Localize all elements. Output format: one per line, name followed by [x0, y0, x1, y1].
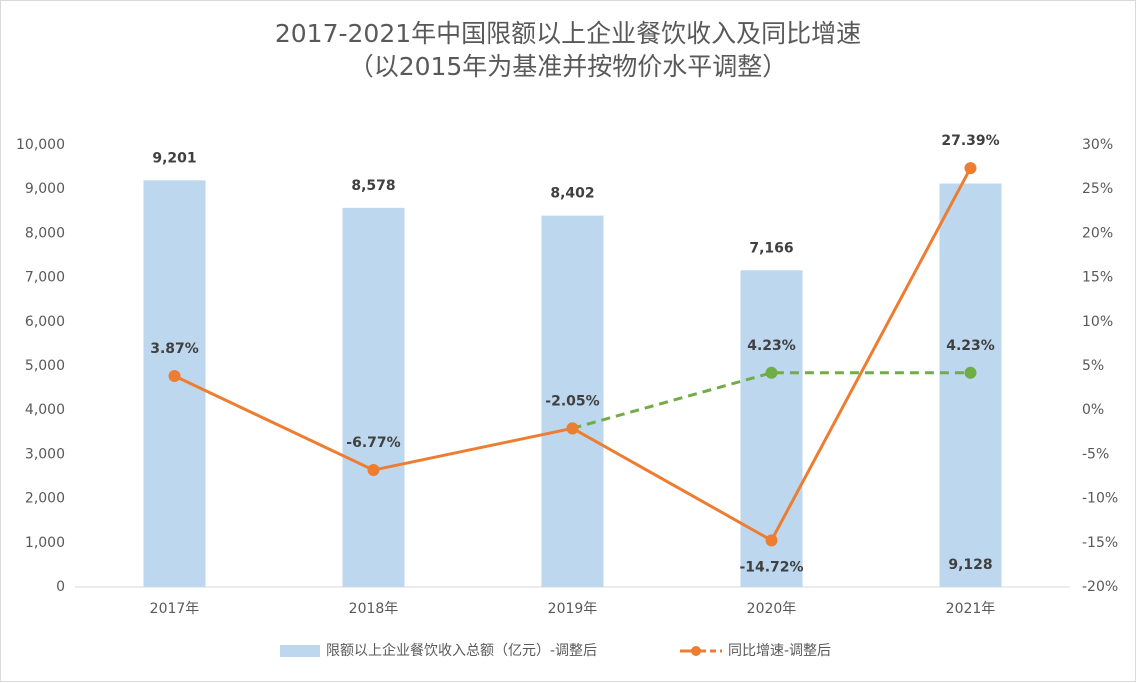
y2-tick-label: 10% — [1082, 314, 1113, 330]
x-tick-label: 2017年 — [150, 601, 200, 617]
point — [367, 464, 380, 477]
y-tick-label: 3,000 — [25, 446, 65, 462]
chart-title: 2017-2021年中国限额以上企业餐饮收入及同比增速 — [275, 19, 861, 48]
line-label: -6.77% — [346, 435, 400, 451]
point — [566, 422, 579, 435]
y-tick-label: 2,000 — [25, 491, 65, 507]
chart-subtitle: （以2015年为基准并按物价水平调整） — [349, 52, 788, 81]
y-tick-label: 10,000 — [16, 137, 65, 153]
bar — [143, 180, 206, 587]
y-tick-label: 7,000 — [25, 270, 65, 286]
y2-tick-label: 5% — [1082, 358, 1104, 374]
legend-label: 限额以上企业餐饮收入总额（亿元）-调整后 — [326, 642, 597, 659]
bar — [342, 207, 405, 587]
bar — [939, 183, 1002, 587]
y-tick-label: 4,000 — [25, 402, 65, 418]
line — [572, 371, 971, 430]
y-tick-label: 5,000 — [25, 358, 65, 374]
bar-label: 9,201 — [152, 150, 196, 166]
line-label: -14.72% — [739, 559, 803, 575]
x-tick-label: 2018年 — [349, 601, 399, 617]
y-tick-label: 6,000 — [25, 314, 65, 330]
y2-tick-label: 15% — [1082, 270, 1113, 286]
legend-label: 同比增速-调整后 — [728, 643, 831, 659]
x-tick-label: 2021年 — [946, 601, 996, 617]
y-tick-label: 8,000 — [25, 225, 65, 241]
y2-tick-label: 0% — [1082, 402, 1104, 418]
y-tick-label: 9,000 — [25, 181, 65, 197]
bar — [740, 270, 803, 587]
y2-tick-label: -10% — [1082, 491, 1118, 507]
line-label: 27.39% — [941, 133, 999, 149]
y-tick-label: 0 — [56, 579, 65, 595]
y2-tick-label: 30% — [1082, 137, 1113, 153]
point — [168, 369, 181, 382]
point — [964, 366, 977, 379]
y2-tick-label: 20% — [1082, 225, 1113, 241]
y2-tick-label: 25% — [1082, 181, 1113, 197]
x-tick-label: 2019年 — [548, 601, 598, 617]
bar — [541, 215, 604, 588]
point — [765, 366, 778, 379]
bar-label: 7,166 — [749, 240, 793, 256]
bar-label: 8,402 — [550, 186, 594, 202]
line-label: 4.23% — [747, 338, 796, 354]
bar-label: 9,128 — [948, 557, 992, 573]
line-label: 3.87% — [150, 341, 199, 357]
legend-swatch — [691, 646, 701, 656]
y-tick-label: 1,000 — [25, 535, 65, 551]
legend-swatch — [280, 645, 320, 657]
line-label: 4.23% — [946, 338, 995, 354]
point — [765, 534, 778, 547]
line-label: -2.05% — [545, 393, 599, 409]
x-tick-label: 2020年 — [747, 601, 797, 617]
y2-tick-label: -5% — [1082, 446, 1109, 462]
y2-tick-label: -20% — [1082, 579, 1118, 595]
y2-tick-label: -15% — [1082, 535, 1118, 551]
point — [964, 162, 977, 175]
bar-label: 8,578 — [351, 178, 395, 194]
